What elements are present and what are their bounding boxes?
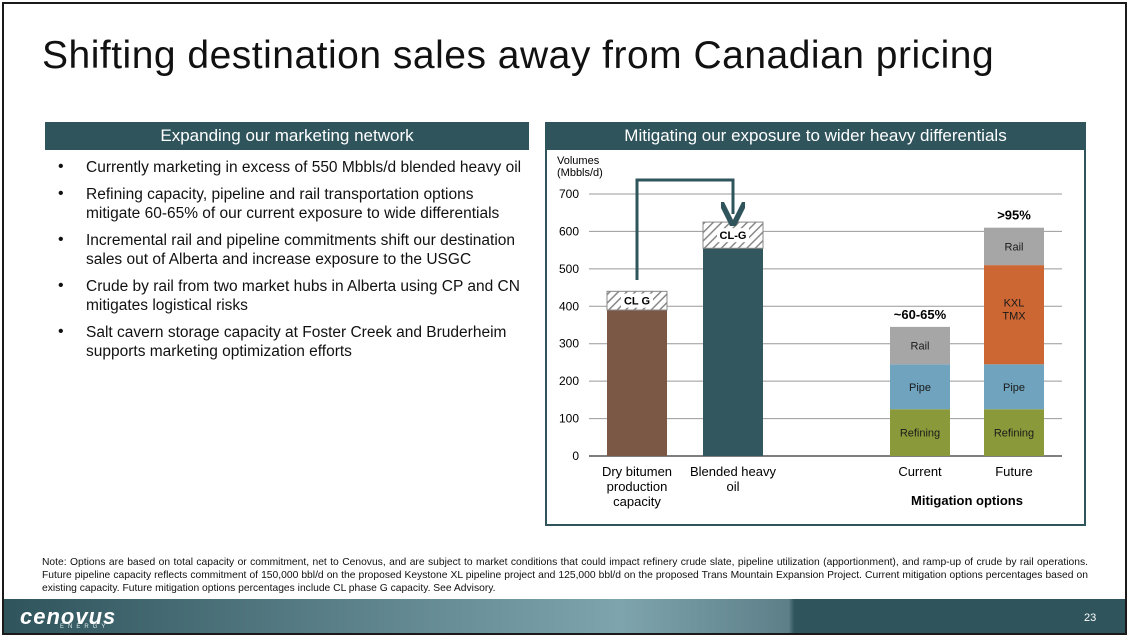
x-category-label: Future [995,464,1033,479]
bullet-item: Refining capacity, pipeline and rail tra… [58,184,528,223]
x-category-label: Dry bitumen production capacity [602,464,672,509]
bullet-list: Currently marketing in excess of 550 Mbb… [58,157,528,369]
cenovus-logo-subtext: ENERGY [60,624,110,630]
bullet-item: Salt cavern storage capacity at Foster C… [58,322,528,361]
segment-label: Rail [911,341,930,353]
segment-label: Pipe [1003,382,1025,394]
bar-segment [703,248,763,456]
y-axis-label-line2: (Mbbls/d) [557,167,603,179]
segment-label: KXL [1004,298,1025,310]
x-group-label: Mitigation options [911,493,1023,508]
x-category-label: Current [898,464,942,479]
bar-segment [984,364,1044,410]
segment-label: Pipe [909,382,931,394]
stacked-bar-chart: Volumes (Mbbls/d) 0 100 200 300 400 500 600 700… [557,155,1062,509]
right-panel-heading: Mitigating our exposure to wider heavy d… [545,122,1086,150]
bar-segment [607,310,667,456]
x-category-label: Blended heavy oil [690,464,777,494]
bar-top-label: >95% [997,208,1031,223]
flow-arrow [635,178,733,280]
y-axis-label-line1: Volumes [557,155,600,167]
segment-label-bg [621,293,653,308]
footnote: Note: Options are based on total capacit… [42,557,1088,594]
y-tick-label: 300 [559,337,579,351]
segment-label: Refining [994,428,1034,440]
segment-label: Refining [900,428,940,440]
y-tick-label: 0 [572,449,579,463]
cenovus-logo: cenovus [20,604,117,629]
y-tick-label: 100 [559,412,579,426]
bar-segment [890,409,950,456]
segment-label: CL-G [720,230,747,242]
bar-segment [890,364,950,410]
page-number: 23 [1084,612,1097,624]
y-tick-label: 600 [559,224,579,238]
slide-title: Shifting destination sales away from Can… [42,34,995,77]
y-tick-label: 400 [559,299,579,313]
segment-label-bg [717,228,749,243]
bar-segment [890,326,950,365]
left-panel-heading: Expanding our marketing network [45,122,529,150]
bullet-item: Currently marketing in excess of 550 Mbb… [58,157,528,177]
bullet-item: Crude by rail from two market hubs in Al… [58,276,528,315]
segment-label: TMX [1002,311,1026,323]
segment-label: Rail [1005,241,1024,253]
footer-bar [4,599,1125,633]
bar-segment [984,227,1044,266]
y-tick-label: 700 [559,187,579,201]
bar-segment [984,265,1044,365]
bar-segment [984,409,1044,456]
y-tick-label: 200 [559,374,579,388]
bar-top-label: ~60-65% [894,307,947,322]
segment-label: CL G [624,296,650,308]
bullet-item: Incremental rail and pipeline commitment… [58,230,528,269]
y-tick-label: 500 [559,262,579,276]
